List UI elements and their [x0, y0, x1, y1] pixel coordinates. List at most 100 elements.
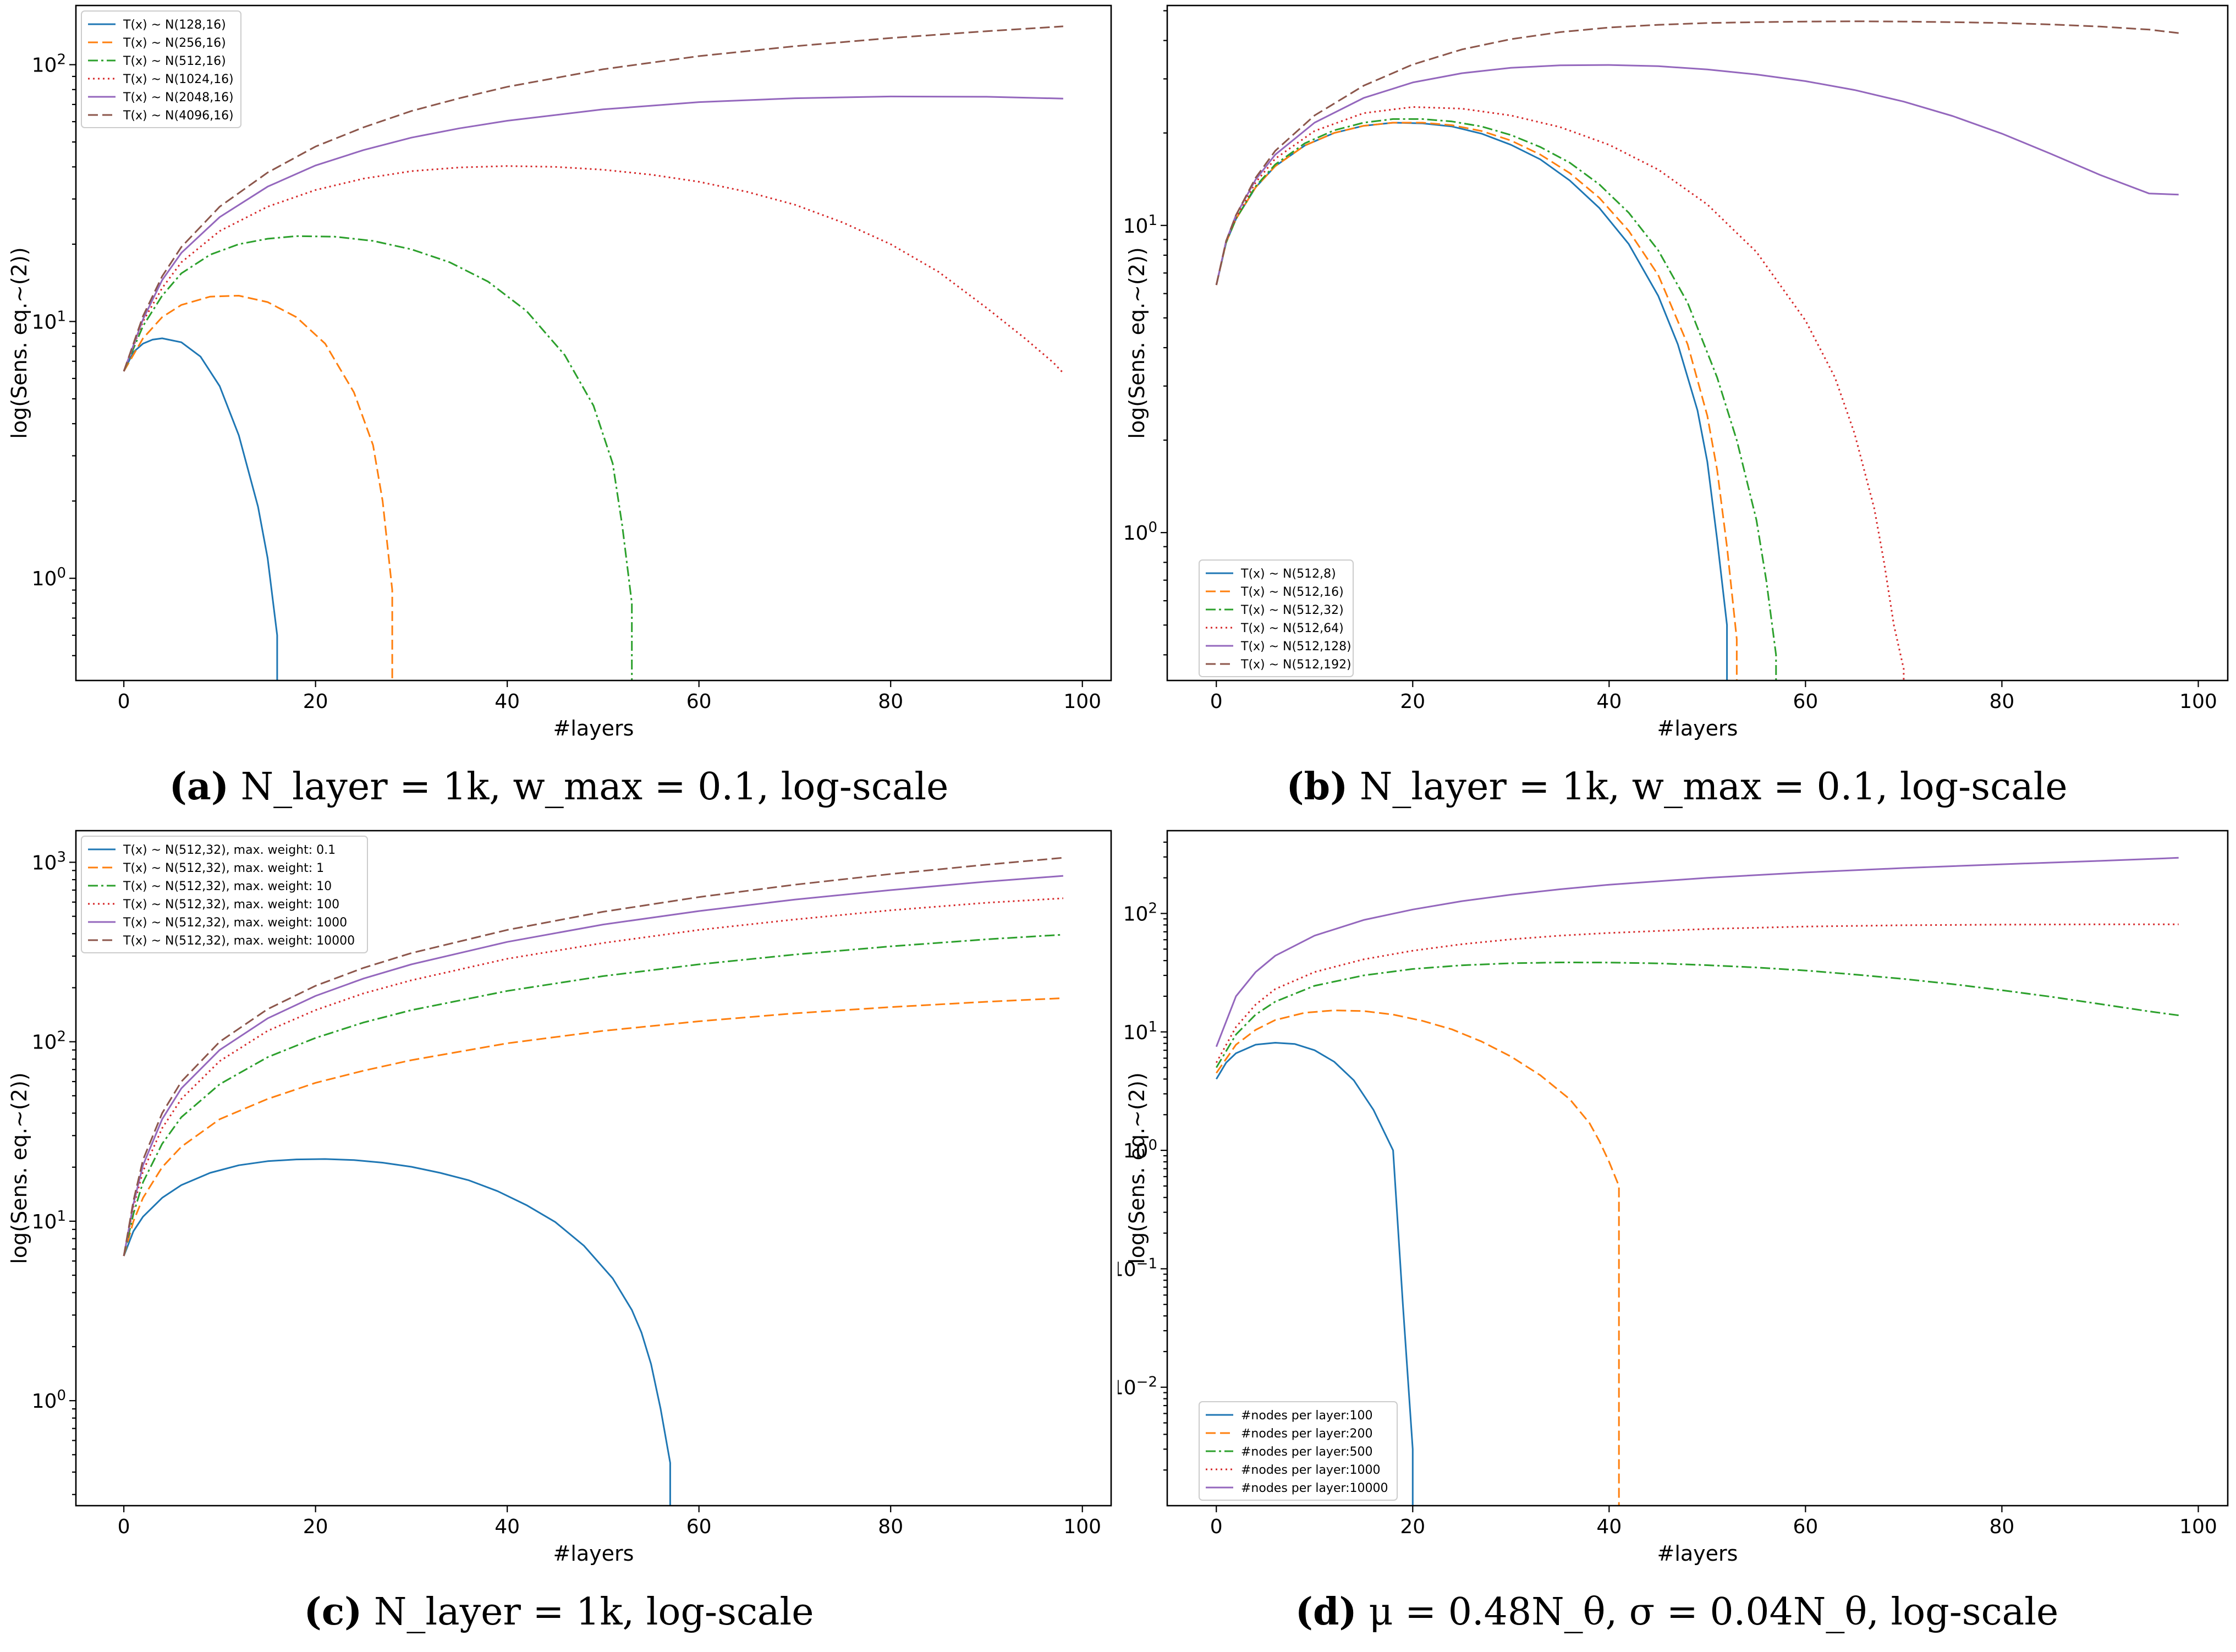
- y-tick-label: 102: [1123, 900, 1157, 925]
- plot-frame: [75, 830, 1112, 1507]
- legend: T(x) ~ N(512,32), max. weight: 0.1 T(x) ~…: [81, 836, 368, 953]
- legend-label: T(x) ~ N(512,192): [1240, 658, 1352, 672]
- caption-b-text: N_layer = 1k, w_max = 0.1, log-scale: [1348, 765, 2068, 809]
- x-tick-label: 100: [1063, 1516, 1101, 1538]
- legend-label: T(x) ~ N(128,16): [123, 18, 226, 32]
- y-tick-label: 101: [32, 1208, 66, 1233]
- chart-c: 0 20 40 60 80 100 100 101 102 103 #layers log(Sens.…: [7, 830, 1112, 1566]
- legend-label: T(x) ~ N(512,32), max. weight: 100: [123, 898, 339, 912]
- series-line-3: [123, 235, 633, 680]
- legend-label: T(x) ~ N(512,32), max. weight: 1000: [123, 916, 347, 930]
- series-line-4: [123, 165, 1064, 374]
- legend-label: T(x) ~ N(512,32), max. weight: 1: [123, 861, 324, 875]
- y-tick-label: 101: [1123, 1019, 1157, 1044]
- caption-c-label: (c): [304, 1590, 362, 1634]
- y-axis-label: log(Sens. eq.~(2)): [7, 1072, 31, 1264]
- y-tick-label: 100: [32, 565, 66, 590]
- legend-label: T(x) ~ N(1024,16): [123, 73, 234, 86]
- series-line-1: [123, 337, 278, 680]
- y-tick-label: 101: [32, 308, 66, 333]
- caption-a-label: (a): [169, 765, 229, 809]
- x-tick-label: 0: [1210, 690, 1223, 713]
- legend-label: #nodes per layer:100: [1241, 1409, 1373, 1423]
- x-tick-label: 40: [495, 690, 520, 713]
- x-tick-label: 40: [1596, 1516, 1622, 1538]
- x-tick-label: 0: [118, 690, 130, 713]
- legend-label: T(x) ~ N(512,32), max. weight: 0.1: [123, 843, 336, 857]
- series-line-6: [1215, 20, 2179, 286]
- caption-c: (c) N_layer = 1k, log-scale: [0, 1590, 1118, 1634]
- series-line-6: [123, 857, 1064, 1256]
- caption-b: (b) N_layer = 1k, w_max = 0.1, log-scale: [1118, 765, 2236, 809]
- legend-box: [81, 10, 241, 128]
- series-line-1: [123, 1158, 671, 1506]
- x-tick-label: 60: [1793, 1516, 1818, 1538]
- plot-frame: [75, 4, 1112, 682]
- legend: T(x) ~ N(512,8) T(x) ~ N(512,16) T(x) ~ N(…: [1199, 559, 1354, 677]
- series-line-3: [1215, 118, 1777, 680]
- series-line-3: [1216, 962, 2179, 1068]
- y-tick-label: 10−2: [1118, 1374, 1157, 1399]
- y-axis-label: log(Sens. eq.~(2)): [1125, 1072, 1149, 1264]
- legend-label: #nodes per layer:200: [1241, 1427, 1373, 1441]
- y-tick-label: 102: [32, 1029, 66, 1054]
- x-tick-label: 20: [303, 690, 328, 713]
- legend: T(x) ~ N(128,16) T(x) ~ N(256,16) T(x) ~ N…: [81, 10, 241, 128]
- series-line-6: [123, 25, 1063, 372]
- series-line-2: [123, 997, 1063, 1256]
- x-tick-label: 20: [1400, 690, 1425, 713]
- x-tick-label: 100: [2179, 1516, 2217, 1538]
- x-tick-label: 80: [878, 1516, 903, 1538]
- caption-d-text: μ = 0.48N_θ, σ = 0.04N_θ, log-scale: [1356, 1590, 2059, 1634]
- series-line-1: [1216, 1042, 1414, 1506]
- x-tick-label: 80: [1990, 1516, 2015, 1538]
- x-axis-label: #layers: [553, 1541, 634, 1566]
- series-line-5: [1215, 857, 2179, 1047]
- chart-d: 0 20 40 60 80 100 10−2 10−1 100 101 102 #layers log(…: [1118, 830, 2229, 1566]
- chart-a: 0 20 40 60 80 100 100 101 102 #layers log(Sens. eq…: [7, 4, 1112, 740]
- x-tick-label: 100: [1063, 690, 1101, 713]
- x-axis-label: #layers: [553, 716, 634, 740]
- legend-label: T(x) ~ N(512,32): [1240, 603, 1344, 617]
- caption-d: (d) μ = 0.48N_θ, σ = 0.04N_θ, log-scale: [1118, 1590, 2236, 1634]
- series-group: [123, 857, 1064, 1506]
- legend-box: [1199, 1401, 1398, 1501]
- legend: #nodes per layer:100 #nodes per layer:200…: [1199, 1401, 1398, 1501]
- legend-box: [1199, 559, 1354, 677]
- series-line-3: [123, 934, 1063, 1256]
- caption-a-text: N_layer = 1k, w_max = 0.1, log-scale: [229, 765, 949, 809]
- legend-label: #nodes per layer:500: [1241, 1445, 1373, 1459]
- x-tick-label: 60: [1793, 690, 1818, 713]
- series-line-2: [123, 295, 393, 680]
- series-line-5: [123, 95, 1063, 372]
- x-tick-label: 100: [2179, 690, 2217, 713]
- x-tick-label: 60: [686, 690, 712, 713]
- legend-label: T(x) ~ N(512,128): [1240, 640, 1352, 654]
- y-tick-label: 100: [1123, 519, 1157, 545]
- x-tick-label: 40: [1596, 690, 1622, 713]
- x-tick-label: 80: [1990, 690, 2015, 713]
- x-tick-label: 0: [1210, 1516, 1223, 1538]
- caption-a: (a) N_layer = 1k, w_max = 0.1, log-scale: [0, 765, 1118, 809]
- y-axis-label: log(Sens. eq.~(2)): [1125, 247, 1149, 438]
- series-group: [123, 25, 1064, 680]
- legend-label: T(x) ~ N(512,16): [123, 54, 226, 68]
- series-line-4: [123, 897, 1063, 1256]
- series-line-2: [1215, 122, 1738, 680]
- legend-label: T(x) ~ N(2048,16): [123, 91, 234, 105]
- x-tick-label: 40: [495, 1516, 520, 1538]
- series-line-2: [1216, 1009, 1620, 1506]
- legend-label: #nodes per layer:10000: [1241, 1481, 1388, 1495]
- x-tick-label: 20: [303, 1516, 328, 1538]
- x-tick-label: 80: [878, 690, 903, 713]
- y-tick-label: 10−1: [1118, 1255, 1157, 1281]
- legend-label: T(x) ~ N(4096,16): [123, 109, 234, 123]
- y-tick-label: 100: [1123, 1137, 1157, 1162]
- y-axis-label: log(Sens. eq.~(2)): [7, 247, 31, 438]
- caption-b-label: (b): [1286, 765, 1348, 809]
- legend-label: T(x) ~ N(256,16): [123, 36, 226, 50]
- caption-d-label: (d): [1295, 1590, 1357, 1634]
- legend-box: [81, 836, 368, 953]
- x-tick-label: 60: [686, 1516, 712, 1538]
- x-axis-label: #layers: [1657, 1541, 1738, 1566]
